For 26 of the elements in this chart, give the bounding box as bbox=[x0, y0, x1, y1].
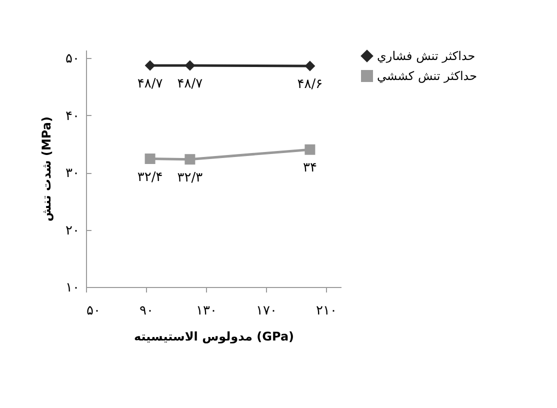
legend-label: حداکثر تنش فشاري bbox=[377, 49, 476, 63]
y-tick-label: ۲۰ bbox=[66, 223, 80, 238]
x-tick-label: ۱۳۰ bbox=[196, 304, 217, 318]
point bbox=[184, 60, 196, 71]
y-tick-label: ۴۰ bbox=[66, 108, 80, 124]
data-label: ۴۸/۷ bbox=[177, 76, 203, 92]
data-label: ۴۸/۷ bbox=[137, 76, 163, 92]
y-axis-title: شدت تنش (MPa) bbox=[40, 116, 54, 222]
y-tick-label: ۵۰ bbox=[66, 52, 80, 67]
data-label: ۴۸/۶ bbox=[297, 77, 323, 92]
y-tick-label: ۱۰ bbox=[66, 280, 80, 296]
data-label: ۳۲/۴ bbox=[137, 170, 163, 185]
legend-label: حداکثر تنش کششي bbox=[377, 69, 478, 83]
point bbox=[184, 154, 196, 165]
data-label: ۳۲/۳ bbox=[177, 170, 203, 186]
data-label: ۳۴ bbox=[302, 160, 317, 176]
x-axis-title: مدولوس الاستیسیته (GPa) bbox=[134, 330, 294, 344]
point bbox=[144, 60, 156, 71]
point bbox=[144, 154, 156, 164]
y-tick-label: ۳۰ bbox=[66, 166, 80, 182]
x-tick-label: ۵۰ bbox=[86, 304, 100, 318]
x-tick-label: ۱۷۰ bbox=[256, 304, 277, 318]
x-tick-label: ۲۱۰ bbox=[316, 304, 337, 318]
point bbox=[304, 144, 316, 155]
x-tick-label: ۹۰ bbox=[140, 304, 154, 318]
point bbox=[304, 60, 316, 72]
